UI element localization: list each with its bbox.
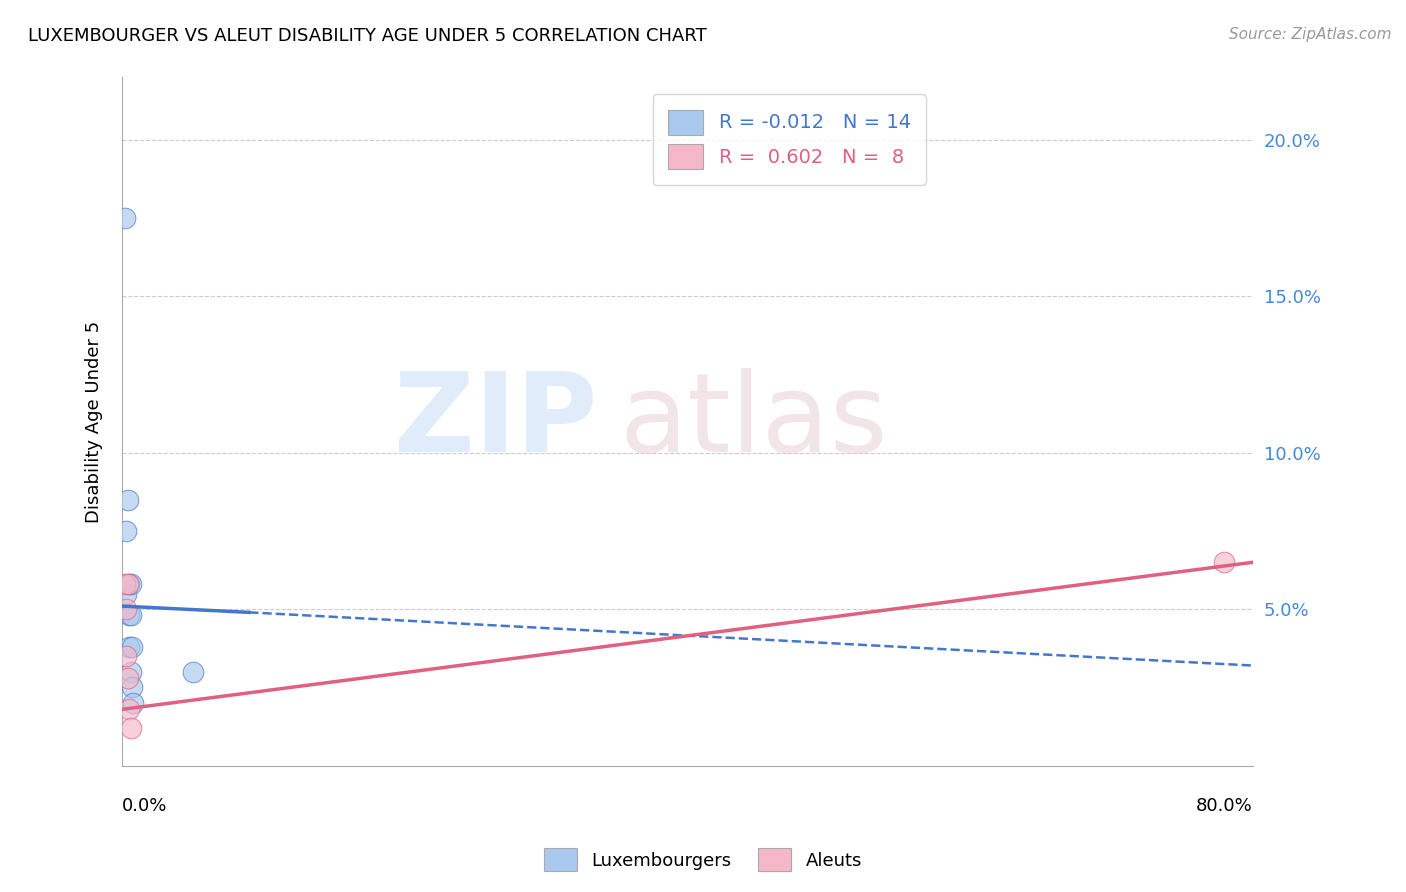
Point [122, 696, 145, 710]
Point [121, 640, 143, 654]
Text: LUXEMBOURGER VS ALEUT DISABILITY AGE UNDER 5 CORRELATION CHART: LUXEMBOURGER VS ALEUT DISABILITY AGE UND… [28, 27, 707, 45]
Point [120, 608, 142, 623]
Point [117, 577, 139, 591]
Point [118, 577, 141, 591]
Text: Source: ZipAtlas.com: Source: ZipAtlas.com [1229, 27, 1392, 42]
Point [120, 665, 142, 679]
Text: 80.0%: 80.0% [1197, 797, 1253, 814]
Point [115, 602, 138, 616]
Point [114, 211, 136, 226]
Text: atlas: atlas [620, 368, 889, 475]
Point [115, 649, 138, 664]
Y-axis label: Disability Age Under 5: Disability Age Under 5 [86, 320, 103, 523]
Point [118, 702, 141, 716]
Point [118, 640, 141, 654]
Legend: Luxembourgers, Aleuts: Luxembourgers, Aleuts [537, 841, 869, 879]
Point [120, 577, 142, 591]
Point [181, 665, 204, 679]
Text: 0.0%: 0.0% [122, 797, 167, 814]
Point [1213, 555, 1236, 569]
Point [115, 586, 138, 600]
Point [120, 721, 142, 735]
Point [121, 681, 143, 695]
Point [118, 608, 141, 623]
Legend: R = -0.012   N = 14, R =  0.602   N =  8: R = -0.012 N = 14, R = 0.602 N = 8 [652, 94, 927, 185]
Point [114, 577, 136, 591]
Point [115, 524, 138, 538]
Point [117, 492, 139, 507]
Point [117, 671, 139, 685]
Text: ZIP: ZIP [394, 368, 598, 475]
